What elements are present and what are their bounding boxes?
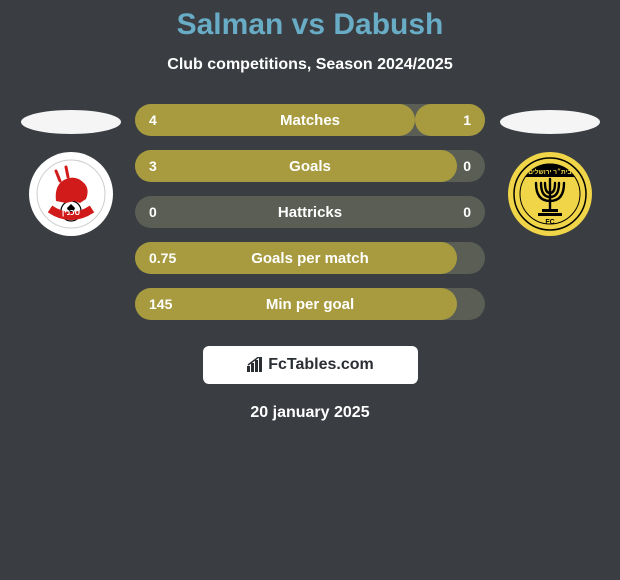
date: 20 january 2025	[0, 404, 620, 422]
team-badge-right: בית״ר ירושלים FC	[508, 152, 592, 236]
stat-right-value: 0	[457, 150, 485, 182]
stat-left-value: 4	[135, 104, 415, 136]
svg-text:בית״ר ירושלים: בית״ר ירושלים	[528, 168, 571, 176]
stat-label: Hattricks	[278, 204, 342, 221]
page-title: Salman vs Dabush	[0, 8, 620, 42]
chart-icon	[246, 357, 264, 373]
fctables-text: FcTables.com	[268, 356, 374, 374]
stats-column: 41Matches30Goals00Hattricks0.75Goals per…	[135, 104, 485, 334]
stat-right-value	[457, 242, 485, 274]
stat-row: 145Min per goal	[135, 288, 485, 320]
subtitle: Club competitions, Season 2024/2025	[0, 56, 620, 74]
svg-text:FC: FC	[545, 219, 554, 226]
stat-row: 41 Matches	[135, 104, 485, 136]
stat-label: Min per goal	[266, 296, 354, 313]
stat-row: 00Hattricks	[135, 196, 485, 228]
fctables-logo: FcTables.com	[203, 346, 418, 384]
stat-row: 0.75Goals per match	[135, 242, 485, 274]
left-team-col: סכנין	[18, 104, 123, 236]
stat-right-value	[457, 288, 485, 320]
team-badge-left: סכנין	[29, 152, 113, 236]
stat-label: Goals	[289, 158, 331, 175]
stat-label: Matches	[280, 112, 340, 129]
player-placeholder-left	[21, 110, 121, 134]
stat-label: Goals per match	[251, 250, 369, 267]
player-placeholder-right	[500, 110, 600, 134]
comparison-row: סכנין 41Matches30Goals00Hattricks0.75Goa…	[0, 104, 620, 334]
stat-right-value: 1	[415, 104, 485, 136]
svg-text:סכנין: סכנין	[61, 208, 80, 217]
right-team-col: בית״ר ירושלים FC	[497, 104, 602, 236]
crest-left-icon: סכנין	[36, 159, 106, 229]
stat-row: 30Goals	[135, 150, 485, 182]
crest-right-icon: בית״ר ירושלים FC	[513, 157, 587, 231]
